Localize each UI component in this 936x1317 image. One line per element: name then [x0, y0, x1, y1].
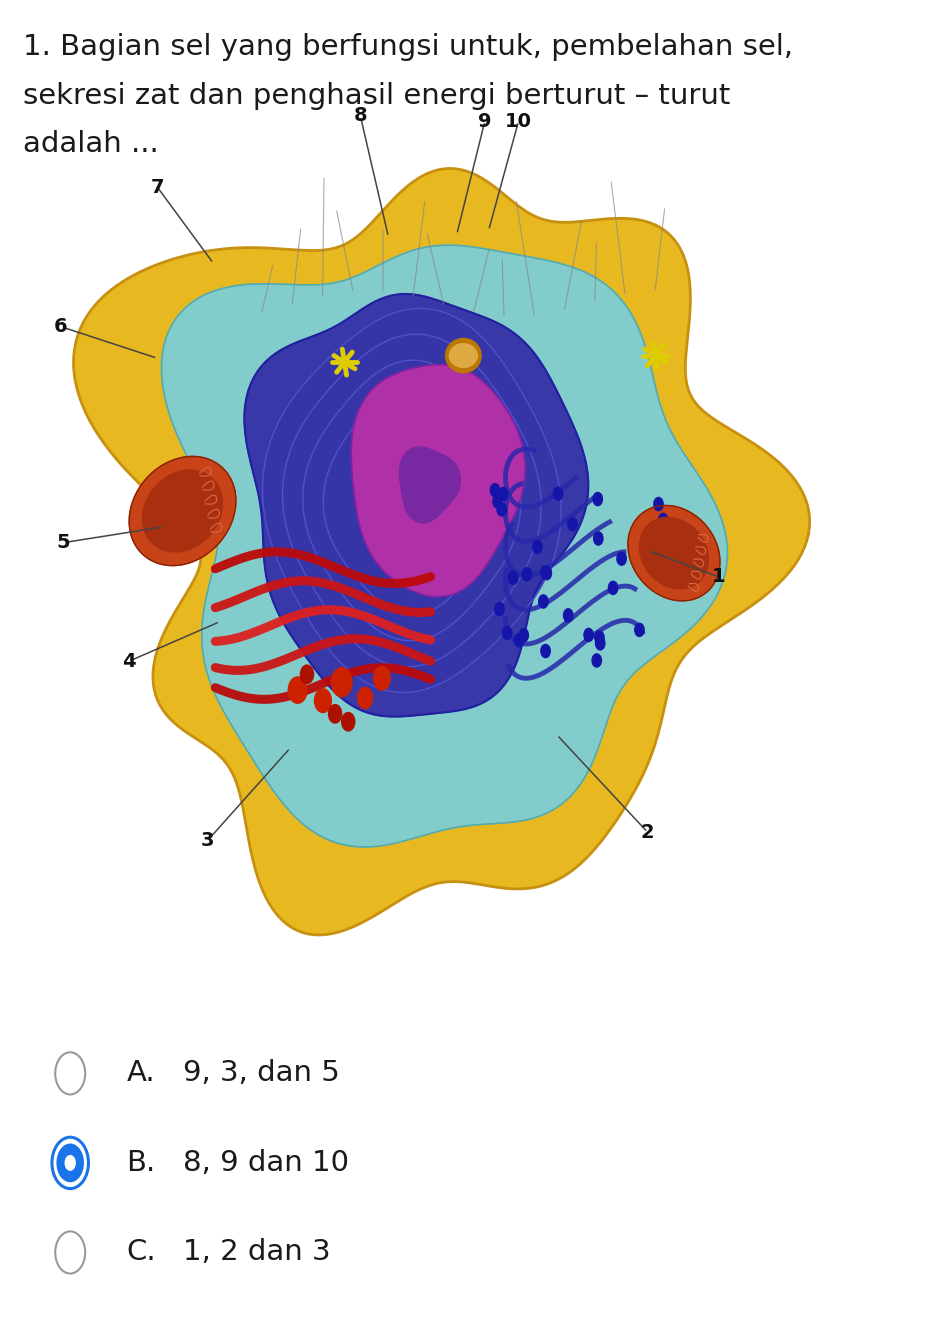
Circle shape [498, 487, 507, 500]
Circle shape [654, 498, 664, 511]
Text: 6: 6 [54, 317, 67, 336]
Circle shape [515, 633, 524, 647]
Circle shape [503, 627, 512, 640]
Circle shape [595, 636, 605, 649]
Circle shape [373, 666, 390, 690]
Polygon shape [74, 169, 810, 935]
Polygon shape [639, 518, 709, 589]
Polygon shape [129, 457, 236, 565]
Circle shape [608, 581, 618, 594]
Text: 8: 8 [354, 107, 367, 125]
Polygon shape [283, 335, 541, 666]
Text: A.: A. [126, 1059, 155, 1088]
Text: 1: 1 [712, 568, 725, 586]
Circle shape [568, 518, 578, 531]
Circle shape [331, 668, 352, 697]
Text: 1, 2 dan 3: 1, 2 dan 3 [183, 1238, 330, 1267]
Circle shape [56, 1143, 84, 1183]
Circle shape [288, 677, 307, 703]
Circle shape [563, 608, 573, 622]
Polygon shape [323, 386, 501, 615]
Polygon shape [628, 506, 720, 601]
Circle shape [329, 705, 342, 723]
Circle shape [497, 503, 506, 516]
Circle shape [522, 568, 532, 581]
Circle shape [593, 493, 603, 506]
Polygon shape [142, 470, 223, 552]
Text: 7: 7 [151, 178, 164, 196]
Circle shape [635, 623, 644, 636]
Circle shape [495, 602, 505, 615]
Text: 1. Bagian sel yang berfungsi untuk, pembelahan sel,: 1. Bagian sel yang berfungsi untuk, pemb… [23, 33, 794, 61]
Circle shape [508, 572, 518, 585]
Circle shape [300, 665, 314, 684]
Circle shape [659, 519, 668, 532]
Circle shape [493, 495, 503, 508]
Circle shape [314, 689, 331, 712]
Circle shape [490, 483, 500, 497]
Circle shape [584, 628, 593, 641]
Polygon shape [162, 245, 727, 847]
Polygon shape [400, 446, 461, 523]
Text: 9: 9 [478, 112, 491, 130]
Text: 2: 2 [641, 823, 654, 842]
Circle shape [592, 653, 602, 666]
Text: sekresi zat dan penghasil energi berturut – turut: sekresi zat dan penghasil energi berturu… [23, 82, 731, 109]
Text: 3: 3 [201, 831, 214, 849]
Circle shape [65, 1155, 76, 1171]
Circle shape [594, 631, 604, 644]
Circle shape [658, 514, 667, 527]
Circle shape [617, 552, 626, 565]
Circle shape [533, 540, 542, 553]
Text: 4: 4 [123, 652, 136, 670]
Circle shape [539, 595, 548, 608]
Polygon shape [262, 308, 561, 693]
Circle shape [542, 566, 551, 579]
Circle shape [55, 1052, 85, 1094]
Circle shape [519, 628, 529, 641]
Text: adalah ...: adalah ... [23, 130, 159, 158]
Circle shape [593, 532, 603, 545]
Ellipse shape [446, 338, 481, 373]
Ellipse shape [449, 344, 477, 367]
Text: 5: 5 [57, 533, 70, 552]
Text: B.: B. [126, 1148, 155, 1177]
Text: 8, 9 dan 10: 8, 9 dan 10 [183, 1148, 348, 1177]
Circle shape [553, 487, 563, 500]
Text: 10: 10 [505, 112, 532, 130]
Text: 9, 3, dan 5: 9, 3, dan 5 [183, 1059, 339, 1088]
Circle shape [358, 687, 373, 709]
Circle shape [55, 1231, 85, 1274]
Circle shape [541, 566, 550, 579]
Text: C.: C. [126, 1238, 156, 1267]
Polygon shape [303, 361, 520, 640]
Circle shape [342, 712, 355, 731]
Polygon shape [351, 365, 525, 597]
Circle shape [541, 644, 550, 657]
Polygon shape [244, 294, 589, 716]
